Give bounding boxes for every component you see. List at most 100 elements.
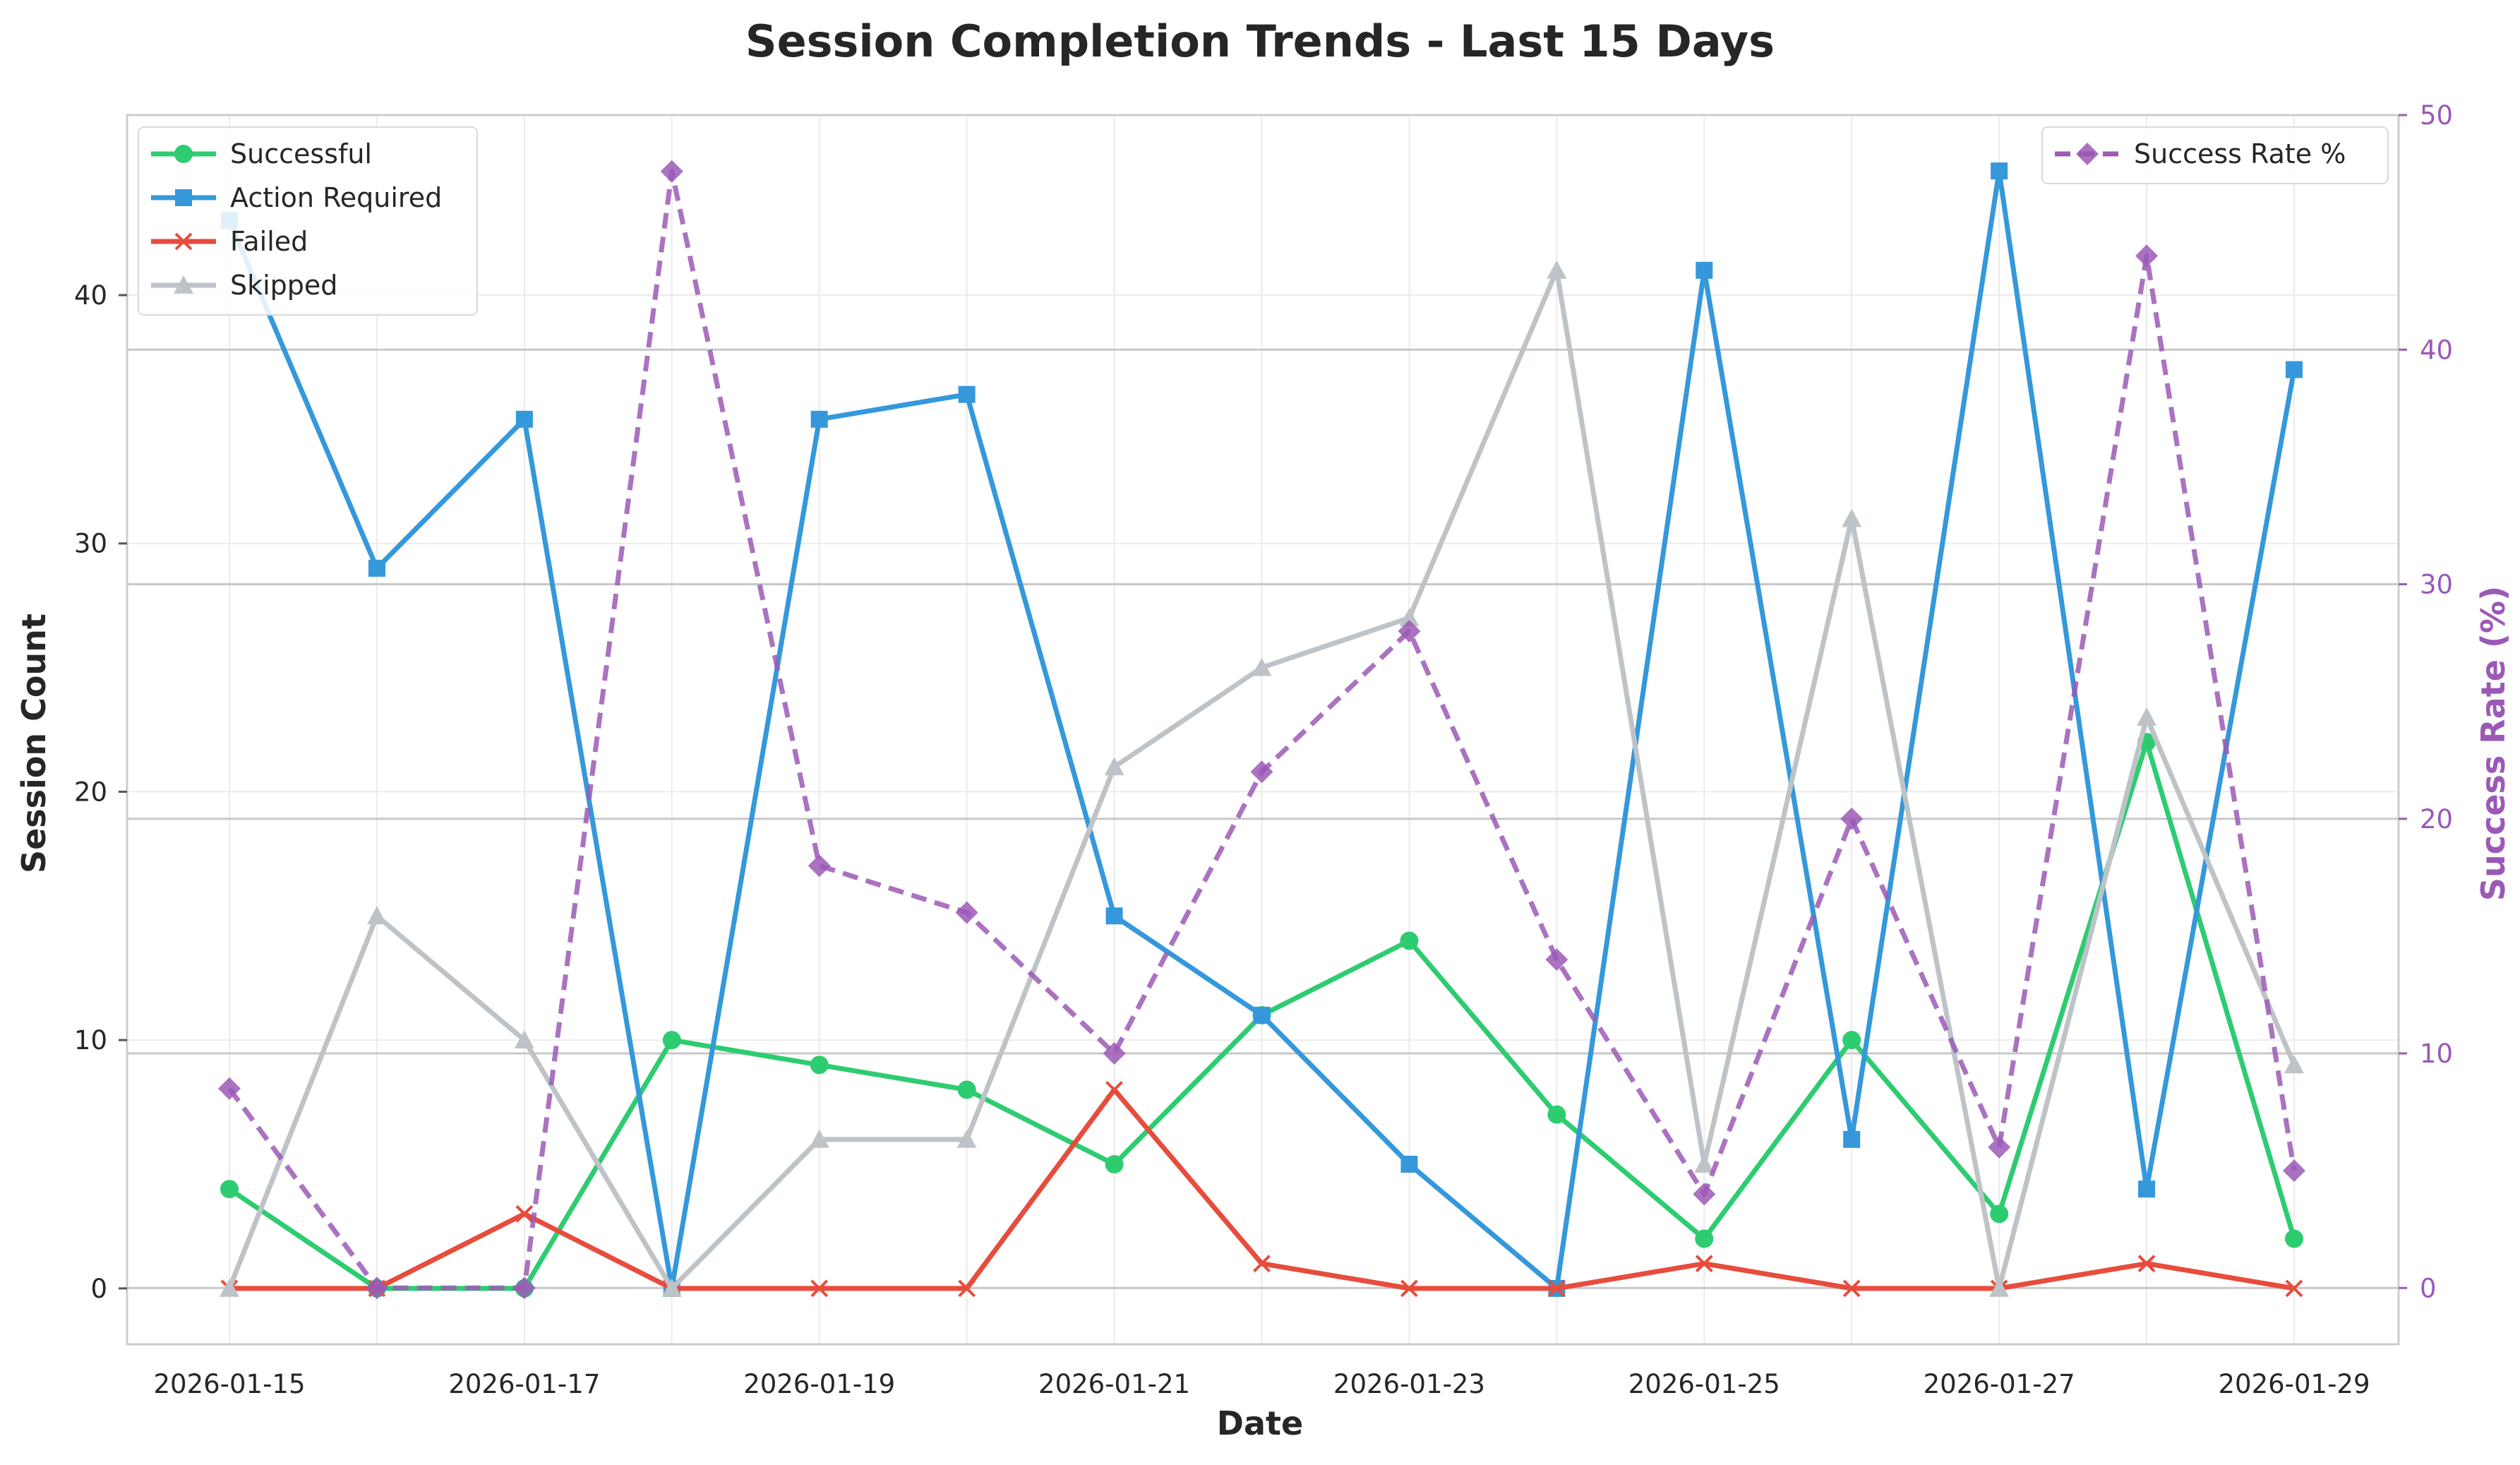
data-point	[2286, 361, 2303, 378]
x-tick-label: 2026-01-23	[1333, 1369, 1485, 1399]
data-point	[2285, 1279, 2303, 1298]
legend-frame	[138, 126, 478, 316]
data-point	[2284, 1055, 2304, 1074]
data-point	[1694, 1154, 1715, 1173]
legend-right: Success Rate %	[2041, 126, 2389, 184]
data-point	[662, 1031, 681, 1050]
x-tick-label: 2026-01-29	[2218, 1369, 2370, 1399]
axes: 2026-01-15 2026-01-17 2026-01-19 2026-01-21…	[74, 100, 2453, 1399]
data-point	[512, 1276, 536, 1300]
legend-entry: Successful	[151, 138, 372, 169]
data-point	[1545, 948, 1568, 971]
data-point	[2138, 1180, 2156, 1198]
data-point	[1252, 657, 1272, 676]
series-skipped	[220, 260, 2304, 1297]
data-point	[2137, 707, 2157, 726]
data-point	[515, 1204, 534, 1223]
data-point	[1695, 1229, 1714, 1248]
data-point	[1990, 1204, 2009, 1224]
data-point	[515, 410, 533, 428]
y-tick-label: 20	[74, 777, 107, 807]
data-point	[1104, 757, 1124, 776]
y2-tick-label: 30	[2420, 570, 2453, 600]
legend-label: Failed	[230, 226, 308, 257]
data-point	[1547, 1279, 1566, 1298]
data-point	[955, 901, 978, 924]
legend-swatch-marker	[2076, 143, 2099, 165]
x-axis-label: Date	[1217, 1404, 1303, 1442]
data-point	[808, 854, 831, 878]
data-point	[1105, 1081, 1123, 1099]
data-point	[1253, 1255, 1271, 1273]
data-point	[1103, 1042, 1126, 1065]
data-point	[2285, 1229, 2303, 1248]
data-point	[220, 1180, 239, 1199]
y2-tick-label: 0	[2420, 1273, 2437, 1303]
data-point	[218, 1077, 241, 1100]
plot-frame	[126, 114, 2400, 1346]
data-point	[366, 906, 387, 925]
data-point	[1400, 931, 1419, 950]
x-tick-label: 2026-01-17	[448, 1369, 600, 1399]
data-point	[660, 160, 683, 183]
data-point	[956, 1129, 977, 1148]
legend-swatch-marker	[174, 145, 193, 163]
data-point	[957, 1080, 976, 1099]
legend-label: Success Rate %	[2134, 138, 2346, 169]
legend-entry: Success Rate %	[2055, 138, 2346, 169]
chart-title: Session Completion Trends - Last 15 Days	[745, 16, 1775, 67]
legend-label: Skipped	[230, 270, 337, 301]
data-point	[1105, 907, 1123, 925]
data-point	[368, 559, 385, 577]
x-tick-label: 2026-01-25	[1628, 1369, 1780, 1399]
data-point	[1843, 1130, 1861, 1148]
x-tick-label: 2026-01-15	[153, 1369, 305, 1399]
data-point	[1842, 1279, 1861, 1298]
data-point	[1988, 1135, 2011, 1159]
data-point	[1400, 1156, 1418, 1173]
data-point	[1547, 260, 1567, 279]
legend-swatch-marker	[174, 232, 193, 251]
y-tick-label: 30	[74, 529, 107, 559]
data-point	[1400, 1279, 1418, 1298]
data-point	[1547, 1105, 1566, 1124]
y2-tick-label: 20	[2420, 804, 2453, 835]
legend-label: Successful	[230, 138, 372, 169]
data-point	[1253, 1006, 1271, 1024]
legend-entry: Action Required	[151, 182, 442, 213]
data-point	[365, 1276, 388, 1300]
y2-tick-label: 40	[2420, 335, 2453, 365]
x-tick-label: 2026-01-19	[743, 1369, 895, 1399]
x-tick-label: 2026-01-21	[1038, 1369, 1190, 1399]
series-group	[218, 160, 2305, 1300]
y-tick-label: 40	[74, 280, 107, 311]
data-point	[1105, 1155, 1124, 1174]
data-point	[514, 1030, 534, 1049]
data-point	[661, 1278, 682, 1297]
data-point	[1842, 508, 1862, 527]
data-point	[2283, 1159, 2305, 1183]
data-point	[810, 1056, 829, 1075]
data-point	[810, 410, 828, 428]
y-tick-label: 0	[90, 1274, 107, 1304]
data-point	[958, 385, 976, 403]
legend-entry: Skipped	[151, 270, 337, 301]
data-point	[220, 1278, 239, 1297]
y2-tick-label: 50	[2420, 100, 2453, 131]
data-point	[1840, 807, 1864, 830]
data-point	[1693, 1183, 1716, 1206]
data-point	[1695, 1255, 1713, 1273]
y-axis-label: Session Count	[15, 614, 53, 873]
data-point	[810, 1279, 829, 1298]
y2-tick-label: 10	[2420, 1039, 2453, 1069]
legend-label: Action Required	[230, 182, 442, 213]
data-point	[809, 1129, 829, 1148]
legend-left: Successful Action Required Failed Skipped	[138, 126, 478, 316]
legend-swatch-marker	[174, 275, 193, 294]
data-point	[1989, 1278, 2010, 1297]
data-point	[1842, 1031, 1861, 1050]
y2-axis-label: Success Rate (%)	[2474, 586, 2512, 901]
data-point	[1398, 619, 1421, 642]
